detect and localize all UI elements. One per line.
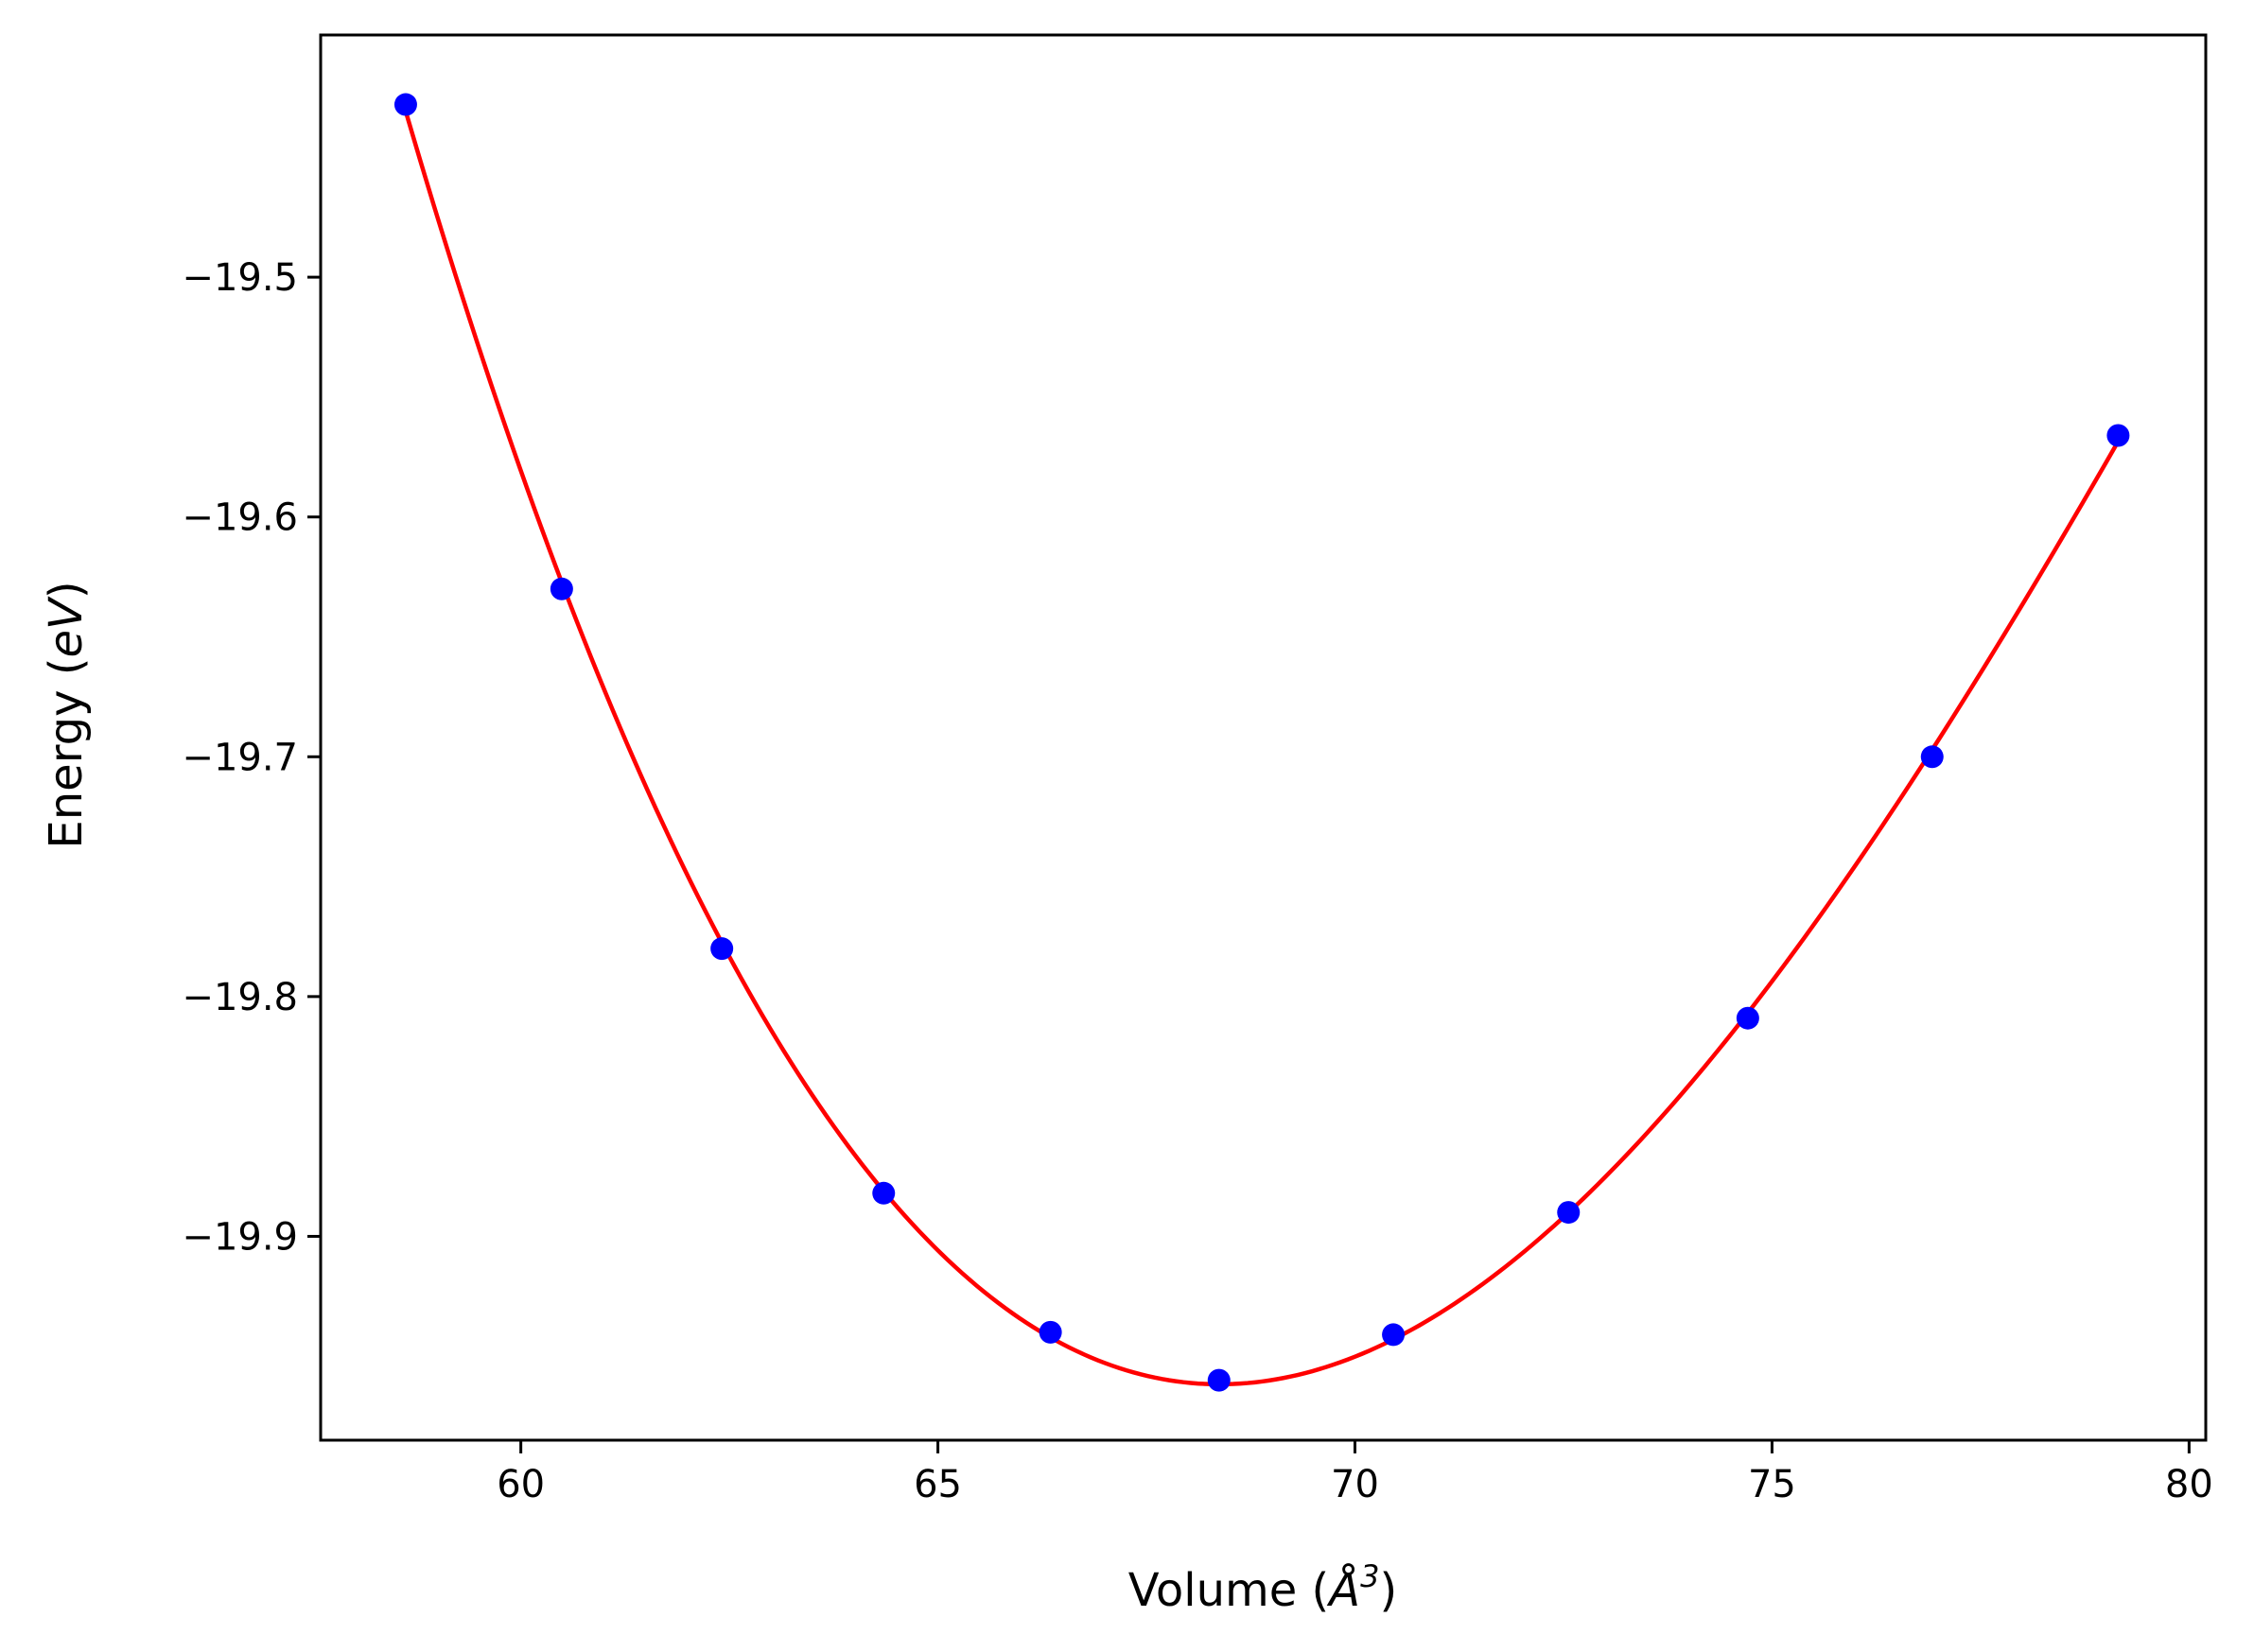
data-point <box>1382 1323 1406 1347</box>
y-tick-label: −19.8 <box>182 976 298 1019</box>
x-axis-label-unit: Å <box>1326 1563 1360 1617</box>
y-tick-label: −19.7 <box>182 736 298 779</box>
data-point <box>1207 1368 1231 1392</box>
data-point <box>550 577 573 600</box>
fit-curve-line <box>403 111 2121 1387</box>
x-tick-label: 70 <box>1331 1463 1379 1506</box>
data-point <box>872 1181 896 1205</box>
y-axis-label-main: Energy ( <box>40 658 93 849</box>
data-point <box>393 93 417 116</box>
x-axis-label-close: ) <box>1379 1564 1397 1617</box>
y-axis-label-unit: eV <box>40 596 93 658</box>
y-axis-label: Energy (eV) <box>40 581 93 848</box>
data-points-layer <box>393 93 2130 1392</box>
data-point <box>710 937 734 961</box>
y-axis-label-close: ) <box>40 581 93 599</box>
data-point <box>1039 1320 1062 1344</box>
plot-frame <box>319 33 2208 1442</box>
data-point <box>1736 1006 1759 1030</box>
x-axis-label: Volume (Å3) <box>1128 1558 1397 1617</box>
x-tick-label: 75 <box>1748 1463 1796 1506</box>
data-point <box>1920 745 1944 769</box>
y-axis-ticks: −19.5 −19.6 −19.7 −19.8 −19.9 <box>182 256 321 1259</box>
y-tick-label: −19.5 <box>182 256 298 300</box>
data-point <box>2106 424 2130 447</box>
y-tick-label: −19.9 <box>182 1215 298 1259</box>
fit-curve-layer <box>403 111 2121 1387</box>
x-axis-ticks: 60 65 70 75 80 <box>497 1440 2213 1506</box>
y-tick-label: −19.6 <box>182 496 298 540</box>
x-axis-label-main: Volume ( <box>1128 1564 1330 1617</box>
x-axis-label-exponent: 3 <box>1360 1558 1379 1594</box>
x-tick-label: 65 <box>914 1463 962 1506</box>
x-tick-label: 80 <box>2165 1463 2213 1506</box>
x-tick-label: 60 <box>497 1463 545 1506</box>
data-point <box>1557 1201 1581 1225</box>
